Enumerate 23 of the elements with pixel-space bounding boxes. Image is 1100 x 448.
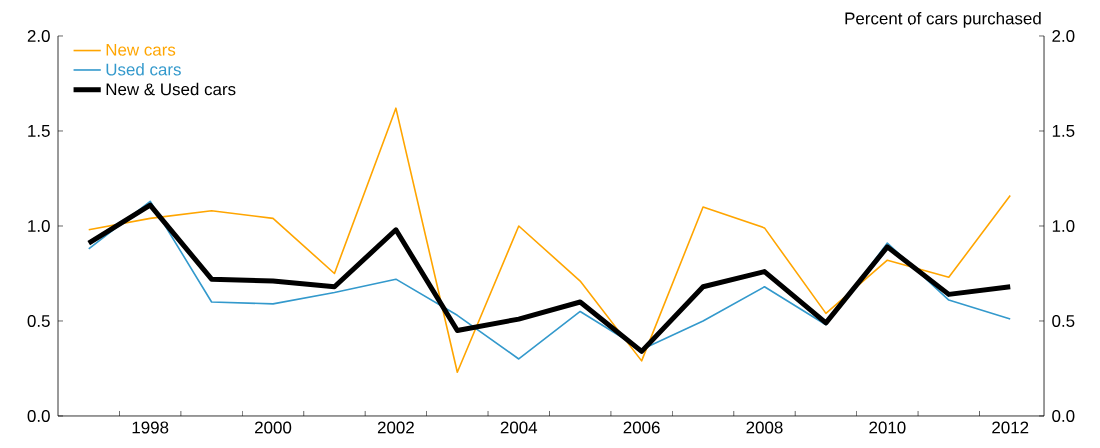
y-tick-label: 1.0 <box>28 219 50 232</box>
line-series <box>87 107 1012 374</box>
x-tick-label: 2012 <box>992 421 1029 434</box>
y-tick-label: 0.0 <box>27 409 50 422</box>
x-tick-label: 2000 <box>255 421 292 434</box>
x-tick-label: 2004 <box>500 421 538 434</box>
x-tick-label: 2008 <box>746 421 783 434</box>
x-tick-label: 2010 <box>869 421 906 434</box>
legend-label: New & Used cars <box>106 82 236 96</box>
x-tick-label: 1998 <box>132 421 169 434</box>
x-tick-label: 2002 <box>377 421 414 434</box>
y2-tick-label: 1.0 <box>1052 219 1075 232</box>
legend-label: New cars <box>106 43 176 56</box>
y-tick-label: 1.5 <box>28 125 50 137</box>
x-tick-label: 2006 <box>623 421 660 434</box>
y2-axis-title: Percent of cars purchased <box>845 12 1041 28</box>
y2-tick-label: 1.5 <box>1052 125 1075 137</box>
legend-label: Used cars <box>106 63 181 76</box>
y-tick-label: 0.5 <box>27 314 50 327</box>
y2-tick-label: 2.0 <box>1052 29 1075 42</box>
y2-tick-label: 0.0 <box>1052 409 1075 422</box>
y-tick-label: 2.0 <box>27 29 50 42</box>
y2-tick-label: 0.5 <box>1052 314 1075 327</box>
